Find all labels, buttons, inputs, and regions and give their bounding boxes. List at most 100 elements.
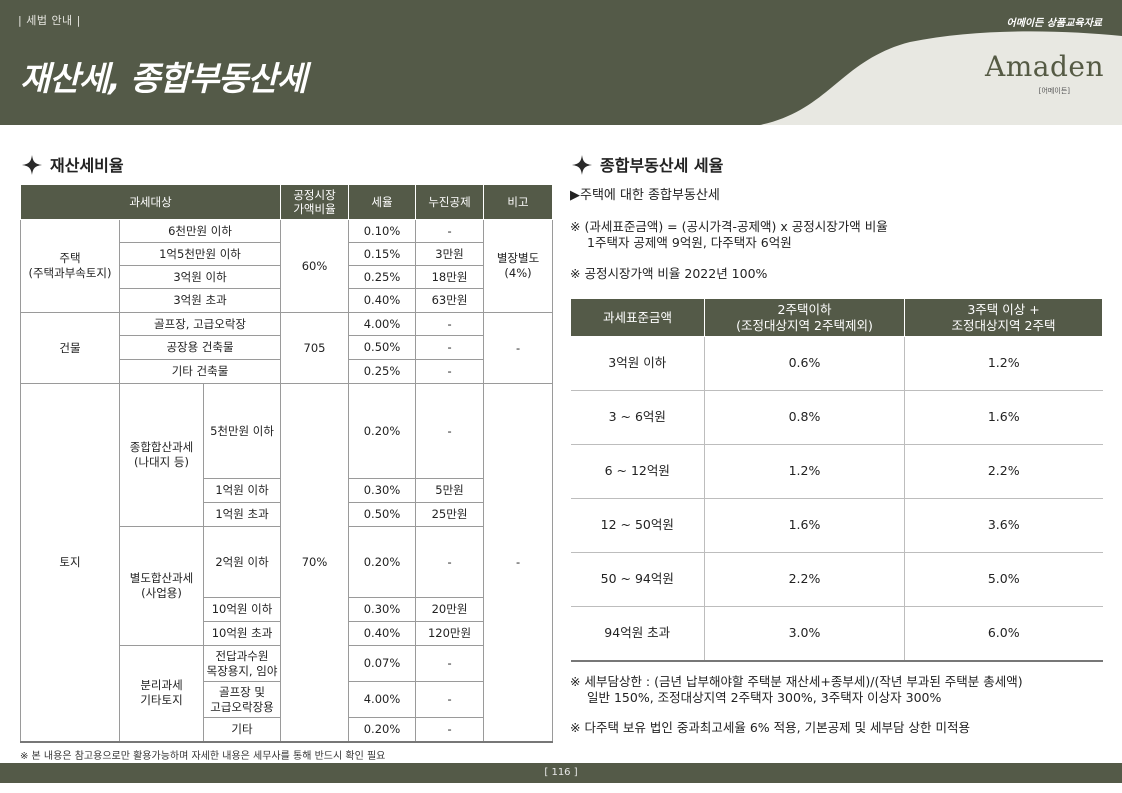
rate-cell: 4.00% xyxy=(348,681,417,718)
deduction-cell: 25만원 xyxy=(415,502,485,527)
rate-cell: 0.50% xyxy=(348,335,417,360)
page-title: 재산세, 종합부동산세 xyxy=(20,59,307,98)
range-cell: 3 ~ 6억원 xyxy=(570,390,705,445)
brand-logo-sub: [어메이든] xyxy=(1038,87,1070,95)
bracket-cell: 기타 건축물 xyxy=(118,359,282,384)
bracket-cell: 골프장, 고급오락장 xyxy=(118,312,282,336)
table-row: 별도합산과세 (사업용) 2억원 이하 0.20% - xyxy=(21,526,553,646)
bracket-cell: 1억원 이하 xyxy=(202,478,282,503)
bracket-cell: 공장용 건축물 xyxy=(118,335,282,360)
rate-cell: 5.0% xyxy=(904,552,1103,607)
bracket-cell: 10억원 초과 xyxy=(202,621,282,646)
deduction-cell: 63만원 xyxy=(415,288,485,313)
rate-cell: 1.6% xyxy=(704,498,905,553)
table-row: 기타 건축물 0.25% - xyxy=(21,359,553,384)
table-row: 기타 0.20% - xyxy=(21,717,553,742)
rate-cell: 1.2% xyxy=(704,444,905,499)
bracket-cell: 3억원 이하 xyxy=(118,265,282,289)
left-section-title-text: 재산세비율 xyxy=(50,156,124,175)
table-row: 건물 골프장, 고급오락장 705 4.00% - - xyxy=(20,312,554,384)
deduction-cell: - xyxy=(415,359,485,384)
page-header: | 세법 안내 | 어메이든 상품교육자료 재산세, 종합부동산세 Amaden… xyxy=(0,0,1122,125)
right-section-title-text: 종합부동산세 세율 xyxy=(600,156,724,175)
deduction-cell: 3만원 xyxy=(415,242,485,266)
table-header-row: 과세표준금액 2주택이하 (조정대상지역 2주택제외) 3주택 이상 + 조정대… xyxy=(570,298,1103,337)
page-number: [ 116 ] xyxy=(544,767,578,778)
rate-cell: 0.07% xyxy=(348,645,417,682)
subcategory-cell: 별도합산과세 (사업용) xyxy=(119,526,204,646)
table-row: 토지 종합합산과세 (나대지 등) 5천만원 이하 70% 0.20% - - xyxy=(20,383,554,742)
bracket-cell: 전답과수원 목장용지, 임야 xyxy=(202,645,282,682)
rate-cell: 0.8% xyxy=(704,390,905,445)
rate-cell: 2.2% xyxy=(904,444,1103,499)
table-row: 주택 (주택과부속토지) 6천만원 이하 60% 0.10% - 별장별도 (4… xyxy=(20,219,554,313)
table-row: 분리과세 기타토지 전답과수원 목장용지, 임야 0.07% - xyxy=(21,645,553,742)
rate-cell: 0.50% xyxy=(348,502,417,527)
table-row: 3억원 이하 0.6% 1.2% xyxy=(570,336,1103,391)
right-subtitle: ▶주택에 대한 종합부동산세 xyxy=(570,188,720,203)
remark-cell: - xyxy=(483,383,554,742)
rate-cell: 0.30% xyxy=(348,597,417,622)
deduction-cell: - xyxy=(415,312,485,336)
table-row: 1억원 이하 0.30% 5만원 xyxy=(21,478,553,503)
deduction-cell: 20만원 xyxy=(415,597,485,622)
rate-cell: 0.15% xyxy=(348,242,417,266)
rate-cell: 1.6% xyxy=(904,390,1103,445)
deduction-cell: - xyxy=(415,335,485,360)
category-cell: 토지 xyxy=(20,383,120,742)
table-row: 94억원 초과 3.0% 6.0% xyxy=(570,606,1103,661)
ratio-cell: 60% xyxy=(280,219,350,313)
rate-cell: 0.25% xyxy=(348,359,417,384)
deduction-cell: - xyxy=(415,717,485,742)
header-cell: 공정시장 가액비율 xyxy=(280,184,350,220)
footnote: ※ 본 내용은 참고용으로만 활용가능하며 자세한 내용은 세무사를 통해 반드… xyxy=(20,751,386,762)
table-row: 10억원 초과 0.40% 120만원 xyxy=(21,621,553,646)
rate-cell: 0.20% xyxy=(348,383,417,479)
table-row: 50 ~ 94억원 2.2% 5.0% xyxy=(570,552,1103,607)
note-burden-cap: ※ 세부담상한 : (금년 납부해야할 주택분 재산세+종부세)/(작년 부과된… xyxy=(570,674,1023,689)
rate-cell: 0.40% xyxy=(348,621,417,646)
comprehensive-tax-table: 과세표준금액 2주택이하 (조정대상지역 2주택제외) 3주택 이상 + 조정대… xyxy=(570,298,1103,662)
category-cell: 주택 (주택과부속토지) xyxy=(20,219,120,313)
header-curve-shape xyxy=(760,31,1122,125)
table-header-row: 과세대상 공정시장 가액비율 세율 누진공제 비고 xyxy=(19,184,554,220)
table-row: 3 ~ 6억원 0.8% 1.6% xyxy=(570,390,1103,445)
rate-cell: 0.25% xyxy=(348,265,417,289)
header-cell: 3주택 이상 + 조정대상지역 2주택 xyxy=(904,298,1103,337)
remark-cell: - xyxy=(483,312,554,384)
table-row: 12 ~ 50억원 1.6% 3.6% xyxy=(570,498,1103,553)
deduction-cell: 5만원 xyxy=(415,478,485,503)
range-cell: 6 ~ 12억원 xyxy=(570,444,705,499)
rate-cell: 6.0% xyxy=(904,606,1103,661)
rate-cell: 3.0% xyxy=(704,606,905,661)
subcategory-cell: 종합합산과세 (나대지 등) xyxy=(119,383,204,527)
deduction-cell: 120만원 xyxy=(415,621,485,646)
sparkle-icon xyxy=(22,155,42,175)
header-cell: 비고 xyxy=(483,184,554,220)
deduction-cell: - xyxy=(415,383,485,479)
note-corporate: ※ 다주택 보유 법인 중과최고세율 6% 적용, 기본공제 및 세부담 상한 … xyxy=(570,720,970,735)
header-cell: 2주택이하 (조정대상지역 2주택제외) xyxy=(704,298,905,337)
range-cell: 3억원 이하 xyxy=(570,336,705,391)
rate-cell: 0.30% xyxy=(348,478,417,503)
left-section-title: 재산세비율 xyxy=(22,152,124,176)
rate-cell: 0.6% xyxy=(704,336,905,391)
right-section-title: 종합부동산세 세율 xyxy=(572,152,723,176)
brand-logo: Amaden xyxy=(985,50,1104,83)
rate-cell: 2.2% xyxy=(704,552,905,607)
note-market-ratio: ※ 공정시장가액 비율 2022년 100% xyxy=(570,266,768,281)
subcategory-cell: 분리과세 기타토지 xyxy=(119,645,204,742)
bracket-cell: 골프장 및 고급오락장용 xyxy=(202,681,282,718)
deduction-cell: 18만원 xyxy=(415,265,485,289)
bracket-cell: 기타 xyxy=(202,717,282,742)
bracket-cell: 5천만원 이하 xyxy=(202,383,282,479)
bracket-cell: 10억원 이하 xyxy=(202,597,282,622)
bracket-cell: 3억원 초과 xyxy=(118,288,282,313)
table-row: 3억원 이하 0.25% 18만원 xyxy=(21,265,553,289)
deduction-cell: - xyxy=(415,526,485,598)
header-cell: 누진공제 xyxy=(415,184,485,220)
deduction-cell: - xyxy=(415,681,485,718)
ratio-cell: 705 xyxy=(280,312,350,384)
rate-cell: 1.2% xyxy=(904,336,1103,391)
table-row: 10억원 이하 0.30% 20만원 xyxy=(21,597,553,622)
